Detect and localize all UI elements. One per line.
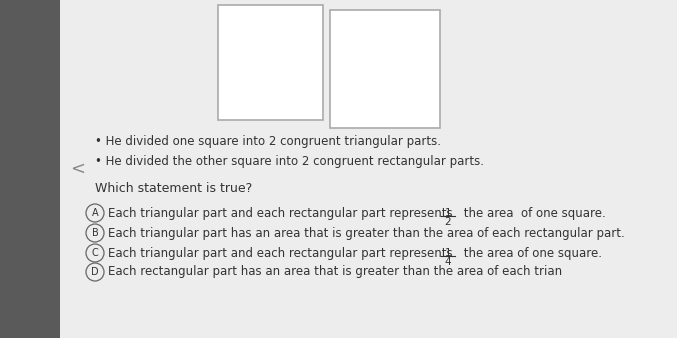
Text: B: B bbox=[91, 228, 98, 238]
Bar bbox=[218, 5, 323, 120]
Text: 1: 1 bbox=[445, 248, 452, 258]
Text: the area  of one square.: the area of one square. bbox=[460, 207, 606, 219]
Bar bbox=[0, 0, 60, 338]
Text: Which statement is true?: Which statement is true? bbox=[95, 182, 253, 195]
Text: Each rectangular part has an area that is greater than the area of each trian: Each rectangular part has an area that i… bbox=[108, 266, 562, 279]
Text: 1: 1 bbox=[445, 208, 452, 218]
Text: Each triangular part has an area that is greater than the area of each rectangul: Each triangular part has an area that is… bbox=[108, 226, 625, 240]
Bar bbox=[330, 10, 440, 128]
Text: 4: 4 bbox=[445, 257, 452, 267]
Text: <: < bbox=[70, 160, 85, 178]
Text: A: A bbox=[91, 208, 98, 218]
Text: the area of one square.: the area of one square. bbox=[460, 246, 602, 260]
Text: • He divided the other square into 2 congruent rectangular parts.: • He divided the other square into 2 con… bbox=[95, 155, 484, 168]
Text: C: C bbox=[91, 248, 98, 258]
Text: 2: 2 bbox=[445, 217, 452, 227]
Text: • He divided one square into 2 congruent triangular parts.: • He divided one square into 2 congruent… bbox=[95, 135, 441, 148]
Text: Each triangular part and each rectangular part represents: Each triangular part and each rectangula… bbox=[108, 207, 456, 219]
Text: Each triangular part and each rectangular part represents: Each triangular part and each rectangula… bbox=[108, 246, 456, 260]
Text: D: D bbox=[91, 267, 99, 277]
